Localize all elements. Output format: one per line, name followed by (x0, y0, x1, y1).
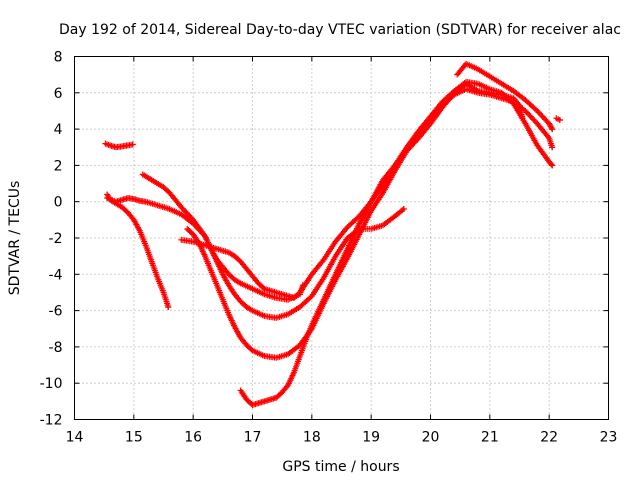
y-tick-label: -4 (49, 267, 63, 283)
data-point-marker (556, 117, 563, 124)
y-axis-label: SDTVAR / TECUs (7, 181, 23, 296)
data-point-marker (548, 161, 555, 168)
y-tick-label: -12 (40, 413, 63, 429)
data-point-marker (400, 205, 407, 212)
series-track-8 (454, 60, 556, 133)
series-track-4 (139, 171, 407, 321)
x-tick-label: 22 (540, 430, 558, 446)
y-tick-label: 6 (54, 86, 63, 102)
x-tick-label: 19 (362, 430, 380, 446)
y-tick-label: -2 (49, 231, 63, 247)
data-point-marker (165, 303, 172, 310)
y-tick-label: -10 (40, 376, 63, 392)
y-tick-label: 8 (54, 50, 63, 66)
x-tick-label: 18 (303, 430, 321, 446)
x-tick-label: 17 (244, 430, 262, 446)
y-tick-label: -6 (49, 304, 63, 320)
series-track-2 (104, 191, 172, 310)
data-point-marker (547, 123, 554, 130)
data-point-marker (549, 144, 556, 151)
data-point-marker (549, 162, 556, 169)
x-axis-label: GPS time / hours (282, 459, 399, 475)
x-tick-label: 20 (422, 430, 440, 446)
series-track-3 (104, 195, 306, 303)
series-track-1 (102, 140, 136, 151)
x-tick-label: 15 (125, 430, 143, 446)
x-tick-label: 16 (184, 430, 202, 446)
y-tick-label: 2 (54, 158, 63, 174)
data-point-marker (129, 141, 136, 148)
data-marks (102, 60, 563, 408)
data-point-marker (532, 106, 539, 113)
x-tick-label: 14 (66, 430, 84, 446)
x-tick-label: 21 (481, 430, 499, 446)
data-point-marker (549, 126, 556, 133)
x-axis: 14 15 16 17 18 19 20 21 22 23 (66, 56, 618, 446)
x-tick-label: 23 (600, 430, 618, 446)
series-track-6 (184, 86, 556, 361)
series-track-7 (237, 78, 556, 408)
series-track-9 (553, 115, 563, 124)
y-tick-label: 4 (54, 122, 63, 138)
y-axis: -12 -10 -8 -6 -4 -2 0 2 4 6 8 (40, 50, 609, 429)
chart-title: Day 192 of 2014, Sidereal Day-to-day VTE… (59, 22, 621, 38)
data-point-marker (548, 124, 555, 131)
y-tick-label: 0 (54, 195, 63, 211)
series-track-5 (178, 80, 526, 301)
y-tick-label: -8 (49, 340, 63, 356)
